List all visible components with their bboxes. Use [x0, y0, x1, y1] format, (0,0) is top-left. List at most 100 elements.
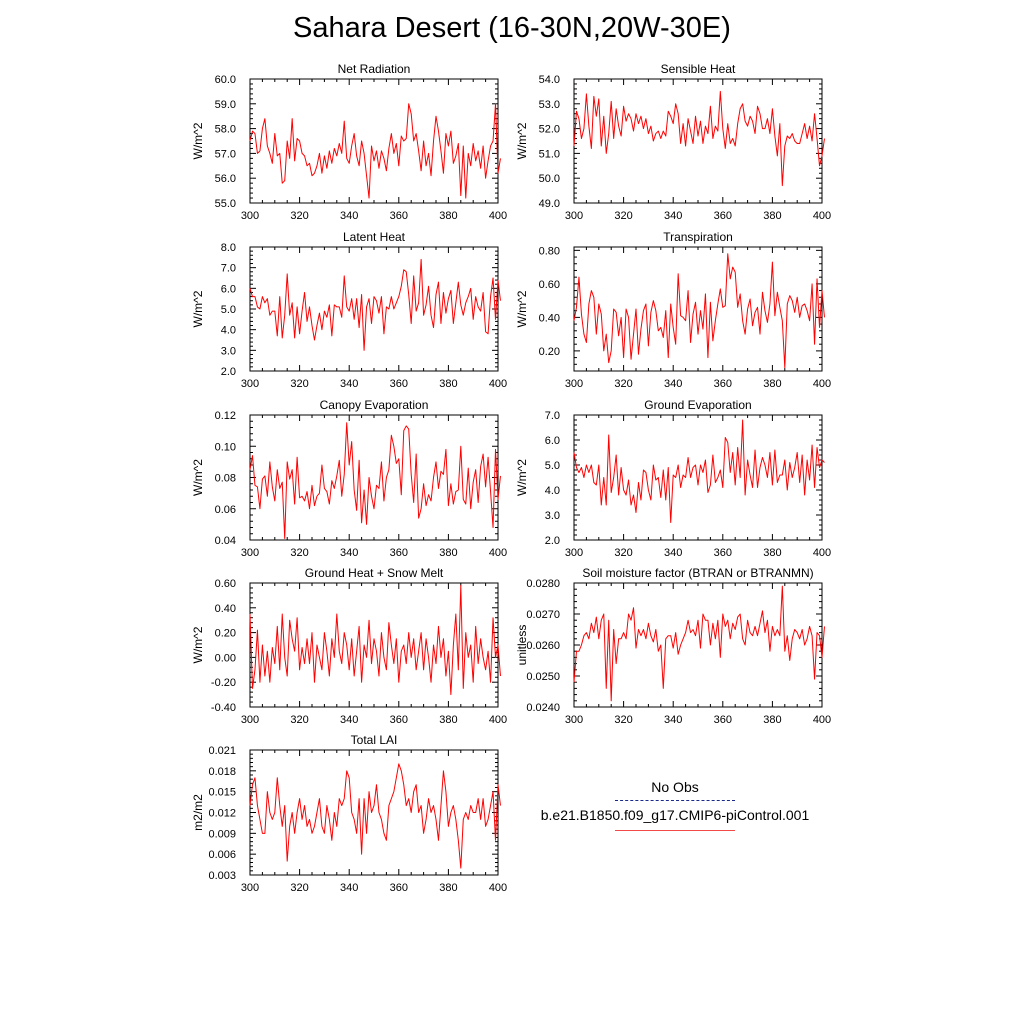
- y-axis-label: m2/m2: [191, 794, 205, 831]
- y-tick-label: 0.0250: [526, 671, 560, 683]
- y-tick-label: 0.003: [208, 870, 236, 882]
- y-tick-label: 0.60: [215, 578, 236, 590]
- x-tick-label: 360: [714, 378, 732, 390]
- x-tick-label: 320: [614, 547, 632, 559]
- x-tick-label: 380: [763, 547, 781, 559]
- y-tick-label: 7.0: [545, 410, 560, 422]
- y-tick-label: 49.0: [539, 198, 560, 210]
- x-tick-label: 320: [614, 378, 632, 390]
- x-tick-label: 360: [714, 547, 732, 559]
- plot-frame: [573, 414, 823, 541]
- y-tick-label: 0.20: [215, 628, 236, 640]
- panel-title: Latent Heat: [343, 230, 406, 244]
- panel-6: 300 320 340 360 380 400 2.0 3.0 4.0 5.0 6.0 7.0 Grou…: [515, 398, 831, 559]
- panel-title: Ground Heat + Snow Melt: [305, 566, 444, 580]
- y-axis-label: W/m^2: [515, 122, 529, 159]
- y-tick-label: 4.0: [221, 325, 236, 337]
- x-tick-label: 400: [489, 714, 507, 726]
- y-tick-label: 0.60: [539, 279, 560, 291]
- x-tick-label: 400: [813, 210, 831, 222]
- x-tick-label: 380: [763, 714, 781, 726]
- legend-obs-line: [615, 800, 735, 801]
- x-tick-label: 360: [390, 882, 408, 894]
- x-tick-label: 340: [340, 378, 358, 390]
- x-tick-label: 320: [290, 882, 308, 894]
- x-tick-label: 320: [290, 547, 308, 559]
- panel-4: 300 320 340 360 380 400 0.20 0.40 0.60 0.80 Transp…: [515, 230, 831, 390]
- y-tick-label: 58.0: [215, 124, 236, 136]
- panel-5: 300 320 340 360 380 400 0.04 0.06 0.08 0.10 0.12 Ca…: [191, 398, 507, 559]
- y-tick-label: 5.0: [545, 460, 560, 472]
- x-tick-label: 380: [439, 378, 457, 390]
- x-tick-label: 300: [565, 378, 583, 390]
- panel-title: Canopy Evaporation: [320, 398, 429, 412]
- y-tick-label: -0.20: [211, 677, 236, 689]
- y-tick-label: 0.20: [539, 346, 560, 358]
- y-tick-label: 0.40: [215, 603, 236, 615]
- legend-model-label: b.e21.B1850.f09_g17.CMIP6-piControl.001: [540, 807, 810, 823]
- panel-title: Ground Evaporation: [644, 398, 751, 412]
- x-tick-label: 360: [390, 714, 408, 726]
- series-line: [249, 422, 501, 539]
- panel-title: Transpiration: [663, 230, 733, 244]
- legend-model-line: [615, 830, 735, 831]
- y-tick-label: 2.0: [545, 535, 560, 547]
- x-tick-label: 320: [614, 210, 632, 222]
- series-line: [249, 103, 501, 199]
- y-tick-label: 6.0: [545, 435, 560, 447]
- series-line: [573, 253, 825, 369]
- y-axis-label: W/m^2: [191, 626, 205, 663]
- y-tick-label: 0.00: [215, 652, 236, 664]
- series-line: [573, 585, 825, 702]
- series-line: [249, 763, 501, 869]
- x-tick-label: 340: [664, 547, 682, 559]
- x-tick-label: 340: [340, 210, 358, 222]
- series-line: [249, 584, 501, 696]
- y-tick-label: 0.0270: [526, 609, 560, 621]
- x-tick-label: 380: [439, 714, 457, 726]
- y-tick-label: 0.0240: [526, 702, 560, 714]
- x-tick-label: 360: [714, 210, 732, 222]
- x-tick-label: 340: [340, 547, 358, 559]
- x-tick-label: 340: [340, 882, 358, 894]
- y-tick-label: 0.006: [208, 849, 236, 861]
- y-tick-label: 0.12: [215, 410, 236, 422]
- x-tick-label: 400: [489, 378, 507, 390]
- y-axis-label: W/m^2: [515, 290, 529, 327]
- y-tick-label: 59.0: [215, 99, 236, 111]
- x-tick-label: 320: [614, 714, 632, 726]
- legend-obs-label: No Obs: [651, 779, 699, 795]
- y-tick-label: 60.0: [215, 74, 236, 86]
- x-tick-label: 380: [763, 210, 781, 222]
- y-tick-label: 3.0: [221, 345, 236, 357]
- x-tick-label: 360: [390, 378, 408, 390]
- x-tick-label: 340: [664, 378, 682, 390]
- x-tick-label: 380: [763, 378, 781, 390]
- y-tick-label: 5.0: [221, 304, 236, 316]
- x-tick-label: 320: [290, 378, 308, 390]
- y-axis-label: W/m^2: [515, 459, 529, 496]
- y-tick-label: 0.0260: [526, 640, 560, 652]
- x-tick-label: 300: [241, 378, 259, 390]
- panel-1: 300 320 340 360 380 400 55.0 56.0 57.0 58.0 59.0 60…: [191, 62, 507, 222]
- x-tick-label: 300: [241, 210, 259, 222]
- x-tick-label: 400: [813, 714, 831, 726]
- x-tick-label: 380: [439, 882, 457, 894]
- panel-2: 300 320 340 360 380 400 49.0 50.0 51.0 52.0 53.0 54…: [515, 62, 831, 222]
- x-tick-label: 400: [489, 882, 507, 894]
- panel-title: Soil moisture factor (BTRAN or BTRANMN): [582, 566, 813, 580]
- plot-frame: [573, 78, 823, 204]
- y-tick-label: 0.40: [539, 312, 560, 324]
- y-tick-label: -0.40: [211, 702, 236, 714]
- series-line: [573, 419, 825, 523]
- series-line: [573, 90, 825, 187]
- y-tick-label: 0.08: [215, 473, 236, 485]
- x-tick-label: 300: [565, 210, 583, 222]
- x-tick-label: 320: [290, 714, 308, 726]
- panel-7: 300 320 340 360 380 400 -0.40 -0.20 0.00 0.20 0.40…: [191, 566, 507, 726]
- y-tick-label: 0.80: [539, 245, 560, 257]
- y-tick-label: 0.018: [208, 766, 236, 778]
- y-tick-label: 52.0: [539, 124, 560, 136]
- y-axis-label: W/m^2: [191, 459, 205, 496]
